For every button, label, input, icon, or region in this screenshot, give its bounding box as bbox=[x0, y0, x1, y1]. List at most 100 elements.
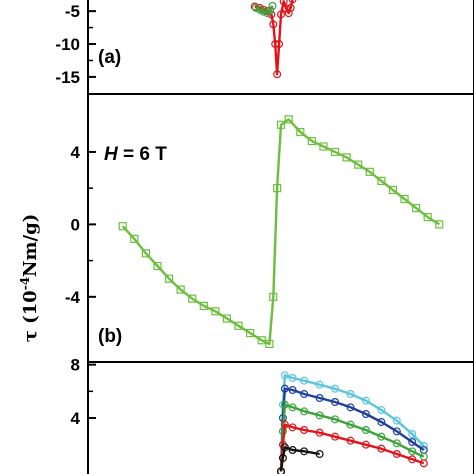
data-point-c-4-4 bbox=[300, 447, 309, 456]
data-point-b-0-15 bbox=[273, 184, 282, 193]
data-point-c-0-2 bbox=[280, 371, 289, 380]
panel-b-plot: -4 0 4 bbox=[65, 115, 444, 348]
data-point-c-1-5 bbox=[315, 394, 324, 403]
data-point-c-2-7 bbox=[346, 420, 355, 429]
y-tick-label-b-0: -4 bbox=[65, 288, 81, 307]
data-point-c-2-11 bbox=[408, 447, 417, 456]
data-point-c-0-8 bbox=[361, 396, 370, 405]
data-point-c-1-6 bbox=[331, 398, 340, 407]
data-point-b-0-11 bbox=[246, 328, 255, 338]
data-point-c-3-5 bbox=[315, 428, 324, 437]
data-point-a-1-1 bbox=[255, 5, 264, 14]
data-point-a-1-4 bbox=[266, 6, 275, 15]
data-point-c-2-5 bbox=[315, 411, 324, 420]
data-point-b-0-21 bbox=[330, 147, 340, 157]
y-tick-label-b-1: 0 bbox=[71, 215, 80, 234]
data-point-b-0-26 bbox=[388, 185, 398, 195]
data-point-a-0-13 bbox=[286, 3, 295, 12]
data-point-c-4-2 bbox=[280, 443, 289, 452]
data-point-c-0-6 bbox=[331, 384, 340, 393]
y-axis-open: (10 bbox=[20, 290, 41, 330]
data-point-b-0-16 bbox=[276, 120, 286, 129]
panel-a-plot: -15 -10 -5 bbox=[55, 0, 297, 87]
data-point-c-0-4 bbox=[300, 376, 309, 385]
data-point-c-4-1 bbox=[278, 454, 287, 463]
data-point-b-0-27 bbox=[400, 194, 409, 204]
panel-b-label: (b) bbox=[98, 326, 122, 347]
y-axis-unit: Nm/g) bbox=[20, 214, 41, 277]
data-point-b-0-8 bbox=[211, 307, 220, 316]
data-point-c-0-11 bbox=[408, 430, 417, 439]
data-point-b-0-14 bbox=[269, 292, 278, 301]
data-point-b-0-6 bbox=[188, 294, 197, 303]
data-point-c-3-11 bbox=[408, 455, 417, 464]
data-point-c-4-3 bbox=[288, 446, 297, 455]
data-point-b-0-23 bbox=[354, 160, 363, 169]
data-point-b-0-30 bbox=[435, 220, 444, 229]
panel-a-label: (a) bbox=[98, 47, 121, 68]
series-line-c-4 bbox=[279, 446, 320, 472]
data-point-c-3-2 bbox=[280, 420, 289, 429]
data-point-b-0-25 bbox=[377, 176, 386, 186]
data-point-a-1-3 bbox=[263, 9, 272, 18]
data-point-c-1-10 bbox=[392, 427, 401, 436]
data-point-c-3-4 bbox=[300, 426, 309, 435]
data-point-c-0-7 bbox=[346, 390, 355, 399]
data-point-c-2-3 bbox=[288, 403, 297, 412]
data-point-b-0-24 bbox=[365, 167, 374, 176]
data-point-b-0-1 bbox=[130, 234, 139, 243]
y-axis-symbol: τ bbox=[20, 330, 41, 342]
data-point-b-0-18 bbox=[296, 127, 305, 137]
data-point-b-0-3 bbox=[153, 261, 162, 271]
data-point-c-4-0 bbox=[277, 467, 285, 474]
data-point-c-3-6 bbox=[331, 432, 340, 441]
data-point-b-0-13 bbox=[265, 339, 274, 348]
data-point-b-0-12 bbox=[257, 336, 266, 345]
data-point-c-3-3 bbox=[288, 423, 297, 432]
data-point-b-0-9 bbox=[222, 314, 232, 323]
field-annotation-var: H bbox=[104, 144, 119, 165]
data-point-a-0-10 bbox=[279, 0, 288, 6]
y-axis-title: τ (10-4Nm/g) bbox=[18, 214, 41, 343]
data-point-a-0-7 bbox=[273, 70, 282, 79]
data-point-c-3-9 bbox=[377, 444, 386, 453]
data-point-a-0-5 bbox=[269, 20, 278, 29]
series-line-b-0 bbox=[121, 118, 440, 346]
y-tick-label-c-0: 4 bbox=[71, 409, 81, 428]
data-point-b-0-10 bbox=[234, 321, 243, 330]
data-point-b-0-28 bbox=[412, 203, 421, 213]
data-point-c-2-10 bbox=[392, 439, 401, 448]
data-point-c-4-5 bbox=[315, 450, 324, 459]
data-point-a-0-14 bbox=[288, 0, 297, 4]
y-tick-label-b-2: 4 bbox=[71, 143, 81, 162]
data-point-b-0-2 bbox=[141, 249, 150, 258]
data-point-b-0-22 bbox=[342, 153, 351, 162]
data-point-a-0-9 bbox=[277, 10, 286, 19]
data-point-a-1-5 bbox=[268, 1, 277, 10]
data-point-b-0-0 bbox=[118, 222, 127, 231]
data-point-c-1-3 bbox=[288, 386, 297, 395]
y-tick-label-a-0: -15 bbox=[55, 68, 80, 87]
field-annotation: H = 6 T bbox=[104, 144, 167, 165]
data-point-b-0-20 bbox=[319, 142, 328, 151]
data-point-b-0-17 bbox=[284, 115, 293, 124]
data-point-c-2-2 bbox=[280, 400, 289, 409]
data-point-c-0-3 bbox=[288, 374, 297, 383]
data-point-c-2-8 bbox=[361, 426, 370, 435]
data-point-c-2-4 bbox=[300, 407, 309, 416]
panel-c-frame bbox=[87, 361, 474, 474]
data-point-c-2-6 bbox=[331, 415, 340, 424]
data-point-c-1-8 bbox=[361, 410, 370, 419]
data-point-a-0-4 bbox=[267, 10, 276, 19]
data-point-c-3-8 bbox=[361, 440, 370, 449]
y-axis-exp: -4 bbox=[18, 277, 32, 290]
y-tick-label-c-1: 8 bbox=[71, 356, 80, 375]
data-point-b-0-5 bbox=[176, 285, 185, 294]
data-point-c-3-12 bbox=[419, 459, 428, 468]
data-point-c-1-9 bbox=[377, 418, 386, 427]
data-point-c-3-7 bbox=[346, 436, 355, 445]
data-point-c-1-2 bbox=[280, 384, 289, 393]
y-tick-label-a-1: -10 bbox=[55, 35, 80, 54]
data-point-c-0-5 bbox=[315, 380, 324, 389]
